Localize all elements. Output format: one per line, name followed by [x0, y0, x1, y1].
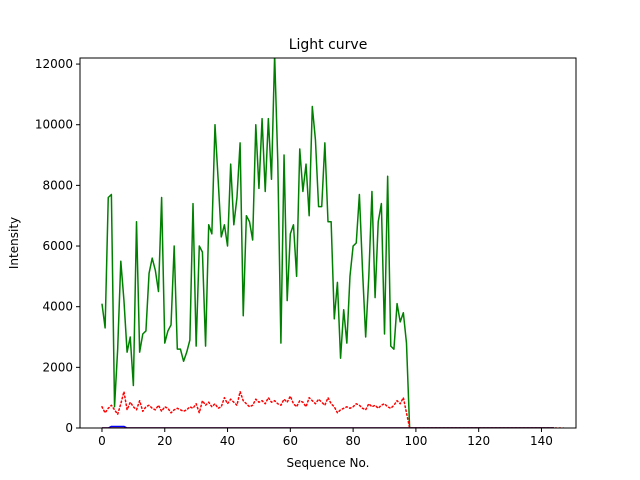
y-axis: 0 2000 4000 6000 8000 10000 12000 — [35, 57, 80, 435]
x-tick-label: 40 — [220, 434, 235, 448]
x-axis: 0 20 40 60 80 100 120 140 — [98, 428, 553, 448]
x-axis-label: Sequence No. — [287, 456, 370, 470]
y-tick-label: 10000 — [35, 118, 73, 132]
y-axis-label: Intensity — [7, 217, 21, 269]
x-tick-label: 100 — [404, 434, 427, 448]
series-line-red-dotted — [101, 390, 565, 428]
chart-title: Light curve — [289, 37, 368, 53]
series-line-green — [101, 58, 555, 428]
series-layer — [101, 58, 565, 428]
y-tick-label: 4000 — [42, 300, 73, 314]
x-tick-label: 80 — [345, 434, 360, 448]
x-tick-label: 0 — [98, 434, 106, 448]
y-tick-label: 6000 — [42, 239, 73, 253]
plot-frame — [79, 57, 577, 429]
x-tick-label: 60 — [283, 434, 298, 448]
x-tick-label: 20 — [157, 434, 172, 448]
y-tick-label: 0 — [65, 421, 73, 435]
plot-area — [101, 58, 565, 428]
y-tick-label: 12000 — [35, 57, 73, 71]
x-tick-label: 120 — [467, 434, 490, 448]
x-tick-label: 140 — [530, 434, 553, 448]
y-tick-label: 2000 — [42, 360, 73, 374]
y-tick-label: 8000 — [42, 178, 73, 192]
